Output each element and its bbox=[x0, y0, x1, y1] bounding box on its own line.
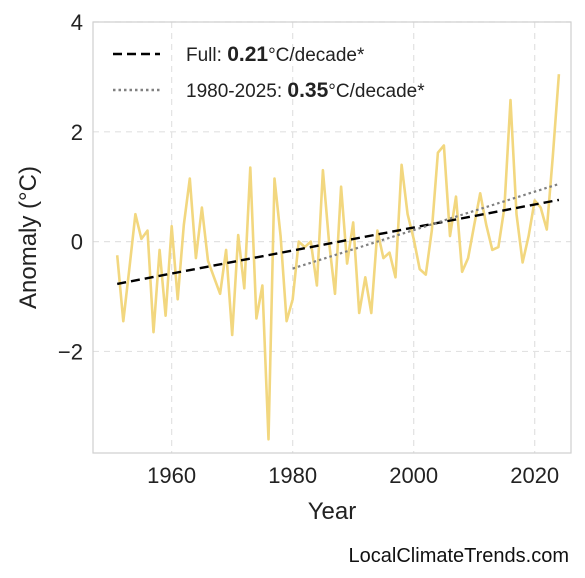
site-credit: LocalClimateTrends.com bbox=[348, 545, 569, 567]
y-axis-label: Anomaly (°C) bbox=[15, 166, 42, 309]
x-axis-label: Year bbox=[308, 498, 357, 525]
legend-suffix: °C/decade* bbox=[268, 45, 365, 66]
x-tick-label: 2020 bbox=[510, 463, 559, 488]
legend-suffix: °C/decade* bbox=[328, 81, 425, 102]
legend: Full: 0.21°C/decade*1980-2025: 0.35°C/de… bbox=[113, 43, 425, 102]
x-axis-ticks: 1960 1980 2000 2020 bbox=[147, 463, 559, 488]
legend-rate-value: 0.35 bbox=[287, 79, 328, 102]
x-tick-label: 1980 bbox=[268, 463, 317, 488]
full-trend-line bbox=[116, 198, 560, 286]
x-tick-label: 1960 bbox=[147, 463, 196, 488]
legend-prefix: Full: bbox=[186, 45, 227, 66]
x-tick-label: 2000 bbox=[389, 463, 438, 488]
legend-label: 1980-2025: 0.35°C/decade* bbox=[186, 79, 425, 102]
anomaly-series-line bbox=[115, 74, 561, 441]
legend-prefix: 1980-2025: bbox=[186, 81, 287, 102]
legend-label: Full: 0.21°C/decade* bbox=[186, 43, 365, 66]
plot-frame bbox=[92, 21, 572, 454]
y-axis-ticks: −2 0 2 4 bbox=[58, 10, 83, 364]
y-tick-label: 4 bbox=[71, 10, 83, 35]
recent-trend-line bbox=[292, 182, 560, 270]
y-tick-label: −2 bbox=[58, 339, 83, 364]
y-tick-label: 0 bbox=[71, 230, 83, 255]
trend-layer bbox=[116, 182, 560, 286]
y-tick-label: 2 bbox=[71, 120, 83, 145]
series-layer bbox=[115, 74, 561, 441]
legend-rate-value: 0.21 bbox=[227, 43, 268, 66]
